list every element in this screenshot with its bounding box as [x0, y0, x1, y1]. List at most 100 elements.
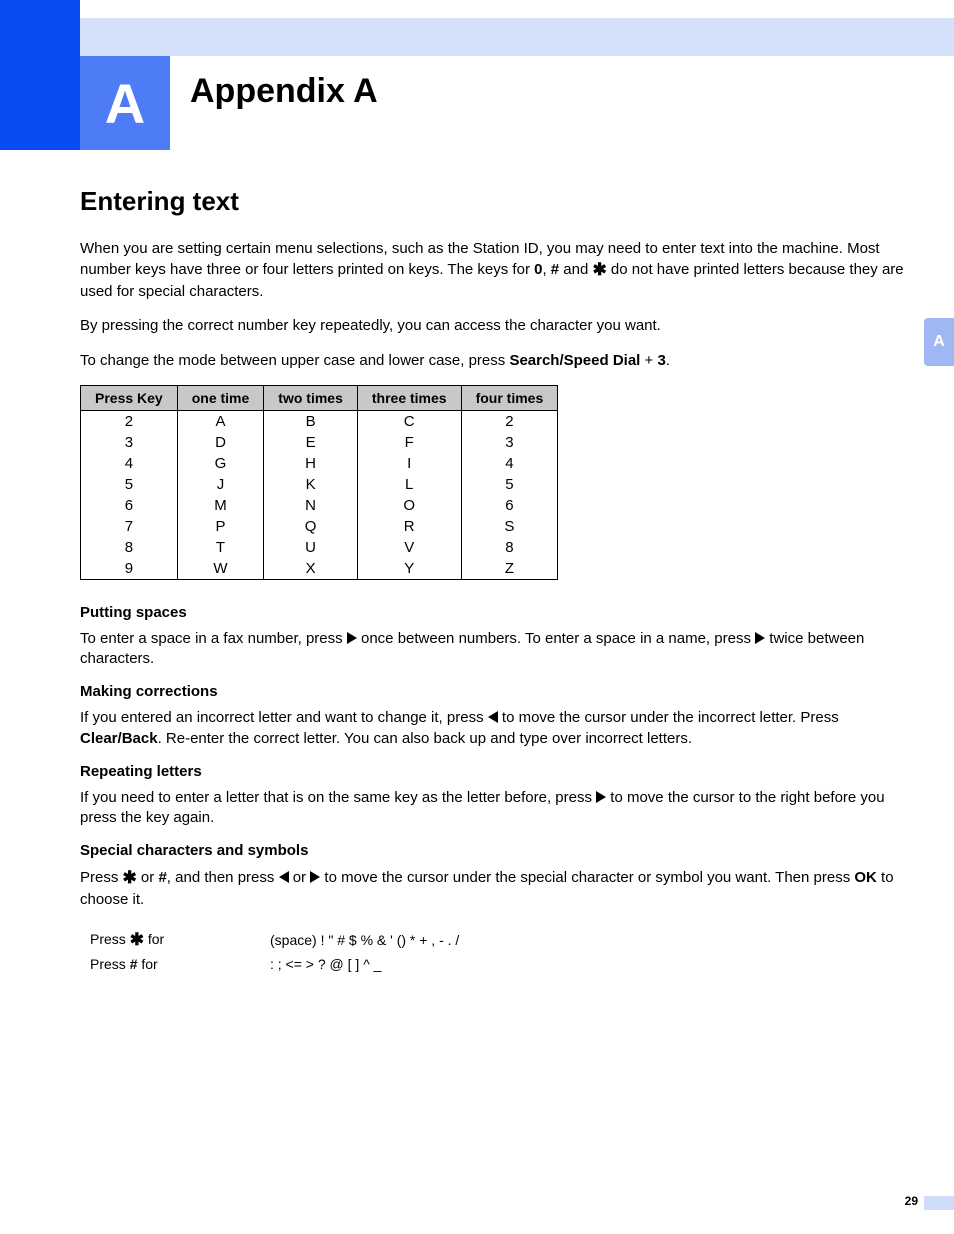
section-heading: Entering text [80, 186, 904, 217]
table-cell: 5 [461, 474, 558, 495]
table-cell: 9 [81, 558, 178, 580]
table-cell: N [264, 495, 358, 516]
table-cell: B [264, 410, 358, 432]
left-arrow-icon [488, 711, 498, 723]
text: . Re-enter the correct letter. You can a… [158, 730, 692, 747]
text: or [137, 869, 159, 886]
corrections-paragraph: If you entered an incorrect letter and w… [80, 708, 904, 749]
intro-paragraph-1: When you are setting certain menu select… [80, 239, 904, 302]
table-cell: 8 [81, 537, 178, 558]
table-cell: C [357, 410, 461, 432]
intro-paragraph-3: To change the mode between upper case an… [80, 351, 904, 371]
table-row: 4GHI4 [81, 453, 558, 474]
right-arrow-icon [755, 632, 765, 644]
table-cell: S [461, 516, 558, 537]
table-cell: A [177, 410, 264, 432]
subhead-special: Special characters and symbols [80, 842, 904, 859]
right-arrow-icon [310, 871, 320, 883]
table-row: Press # for : ; <= > ? @ [ ] ^ _ [80, 953, 459, 975]
content-area: Entering text When you are setting certa… [80, 186, 904, 975]
table-row: Press ✱ for (space) ! " # $ % & ' () * +… [80, 927, 459, 953]
text: or [289, 869, 311, 886]
table-row: 8TUV8 [81, 537, 558, 558]
table-cell: V [357, 537, 461, 558]
table-cell: 8 [461, 537, 558, 558]
special-chars-table: Press ✱ for (space) ! " # $ % & ' () * +… [80, 927, 459, 975]
special-row2-label: Press # for [80, 953, 270, 975]
table-cell: F [357, 432, 461, 453]
table-row: 9WXYZ [81, 558, 558, 580]
table-row: 5JKL5 [81, 474, 558, 495]
subhead-repeating: Repeating letters [80, 763, 904, 780]
col-header: Press Key [81, 385, 178, 410]
special-paragraph: Press ✱ or #, and then press or to move … [80, 867, 904, 910]
text: , and then press [167, 869, 279, 886]
table-row: 7PQRS [81, 516, 558, 537]
left-arrow-icon [279, 871, 289, 883]
table-cell: M [177, 495, 264, 516]
right-arrow-icon [596, 791, 606, 803]
text: Press [80, 869, 123, 886]
table-cell: Z [461, 558, 558, 580]
table-row: 6MNO6 [81, 495, 558, 516]
table-cell: E [264, 432, 358, 453]
col-header: two times [264, 385, 358, 410]
page-number: 29 [905, 1194, 918, 1208]
text: to move the cursor under the incorrect l… [498, 709, 839, 726]
key-press-table: Press Key one time two times three times… [80, 385, 558, 580]
text: If you entered an incorrect letter and w… [80, 709, 488, 726]
table-row: 2ABC2 [81, 410, 558, 432]
table-cell: K [264, 474, 358, 495]
special-row2-chars: : ; <= > ? @ [ ] ^ _ [270, 953, 459, 975]
col-header: four times [461, 385, 558, 410]
table-cell: R [357, 516, 461, 537]
table-cell: X [264, 558, 358, 580]
spaces-paragraph: To enter a space in a fax number, press … [80, 629, 904, 670]
top-light-band [80, 18, 954, 56]
text: and [559, 261, 592, 278]
table-cell: I [357, 453, 461, 474]
table-cell: D [177, 432, 264, 453]
col-header: one time [177, 385, 264, 410]
table-header-row: Press Key one time two times three times… [81, 385, 558, 410]
special-row1-label: Press ✱ for [80, 927, 270, 953]
text: to move the cursor under the special cha… [320, 869, 854, 886]
table-cell: Q [264, 516, 358, 537]
star-icon: ✱ [123, 867, 137, 890]
col-header: three times [357, 385, 461, 410]
table-cell: 7 [81, 516, 178, 537]
table-cell: 3 [461, 432, 558, 453]
table-cell: J [177, 474, 264, 495]
repeating-paragraph: If you need to enter a letter that is on… [80, 788, 904, 829]
ok-key: OK [854, 869, 877, 886]
clear-back-key: Clear/Back [80, 730, 158, 747]
appendix-title: Appendix A [190, 72, 378, 111]
table-cell: 3 [81, 432, 178, 453]
subhead-spaces: Putting spaces [80, 604, 904, 621]
star-icon: ✱ [130, 930, 144, 950]
text: Press [90, 931, 130, 947]
table-cell: W [177, 558, 264, 580]
table-cell: H [264, 453, 358, 474]
table-cell: Y [357, 558, 461, 580]
text: for [144, 931, 164, 947]
table-cell: U [264, 537, 358, 558]
corner-blue-block [0, 0, 80, 150]
bottom-accent [924, 1196, 954, 1210]
table-cell: L [357, 474, 461, 495]
table-cell: G [177, 453, 264, 474]
side-tab: A [924, 318, 954, 366]
table-cell: 6 [461, 495, 558, 516]
intro-paragraph-2: By pressing the correct number key repea… [80, 316, 904, 336]
star-icon: ✱ [593, 259, 607, 282]
subhead-corrections: Making corrections [80, 683, 904, 700]
text: , [542, 261, 550, 278]
text: + [640, 352, 657, 369]
table-cell: 5 [81, 474, 178, 495]
table-row: 3DEF3 [81, 432, 558, 453]
appendix-letter-box: A [80, 56, 170, 150]
hash-key: # [158, 869, 166, 886]
table-cell: 4 [81, 453, 178, 474]
table-cell: O [357, 495, 461, 516]
table-cell: T [177, 537, 264, 558]
